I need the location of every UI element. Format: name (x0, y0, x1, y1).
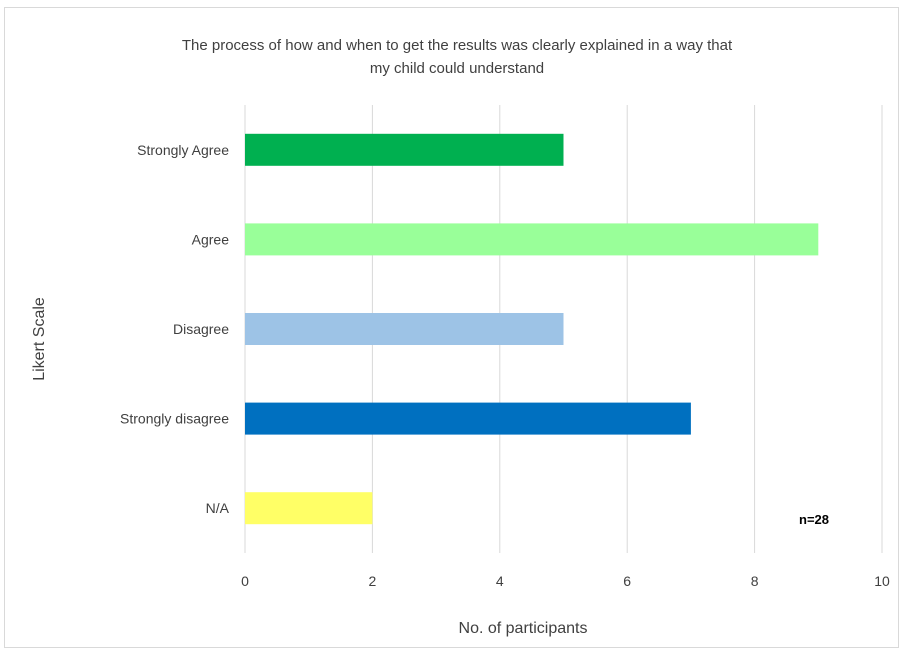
category-label: Disagree (173, 321, 229, 337)
bar-strongly-disagree (245, 402, 691, 435)
y-axis-title: Likert Scale (31, 297, 48, 381)
category-label: Strongly disagree (120, 411, 229, 427)
chart-frame: Strongly Agree Agree Disagree Strongly disa… (4, 7, 899, 648)
chart-title-line-1: The process of how and when to get the r… (182, 37, 733, 54)
x-tick-label: 10 (874, 573, 890, 589)
x-axis-title: No. of participants (459, 620, 588, 637)
x-tick-labels: 0 2 4 6 8 10 (241, 573, 890, 589)
chart-title-line-2: my child could understand (370, 60, 544, 77)
category-label: N/A (206, 500, 230, 516)
bar-strongly-agree (245, 133, 564, 166)
bar-agree (245, 223, 819, 256)
bar-disagree (245, 313, 564, 345)
x-tick-label: 2 (369, 573, 377, 589)
x-tick-label: 8 (751, 573, 759, 589)
sample-size-annotation: n=28 (799, 512, 829, 527)
bars (245, 133, 819, 525)
x-tick-label: 6 (623, 573, 631, 589)
category-label: Agree (192, 231, 230, 247)
bar-chart: Strongly Agree Agree Disagree Strongly disa… (31, 37, 890, 637)
x-tick-label: 0 (241, 573, 249, 589)
x-tick-label: 4 (496, 573, 504, 589)
bar-n-a (245, 492, 373, 525)
category-label: Strongly Agree (137, 142, 229, 158)
category-labels: Strongly Agree Agree Disagree Strongly disa… (120, 142, 230, 516)
